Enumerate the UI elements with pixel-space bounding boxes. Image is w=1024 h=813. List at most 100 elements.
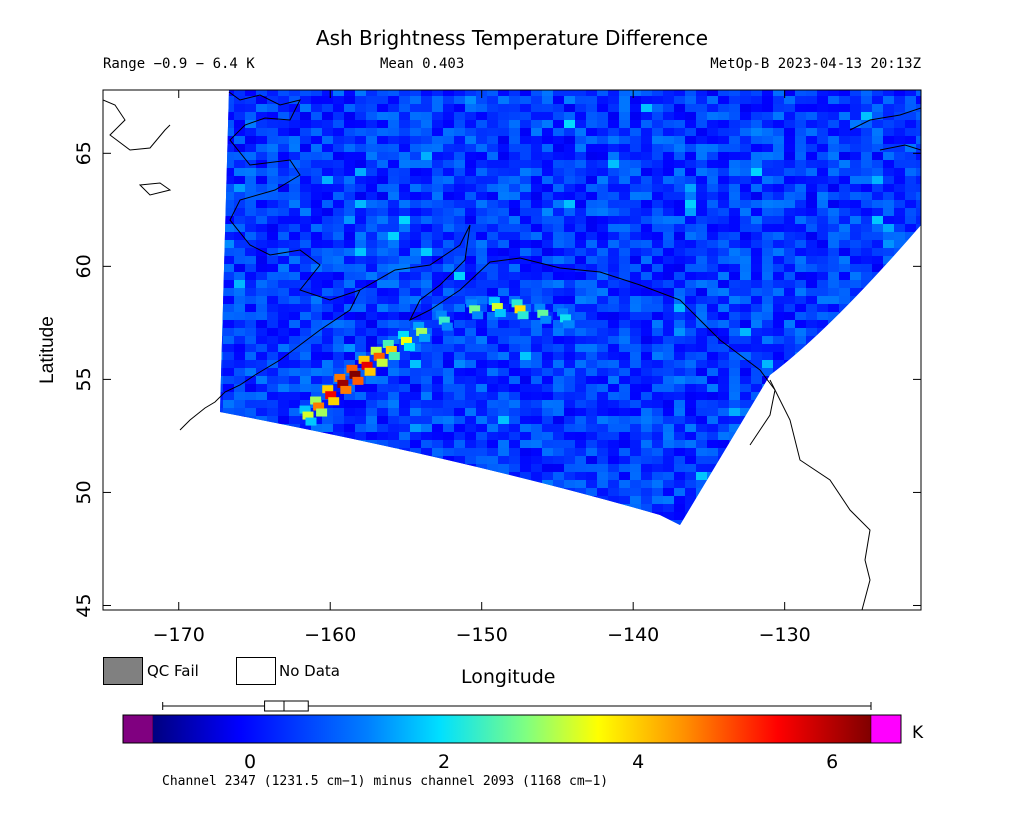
swath-cell	[443, 408, 454, 416]
swath-cell	[421, 352, 432, 360]
swath-cell	[553, 424, 564, 432]
swath-cell	[278, 352, 289, 360]
swath-cell	[509, 520, 520, 525]
swath-cell	[443, 512, 454, 520]
swath-cell	[344, 528, 355, 536]
swath-cell	[531, 472, 542, 480]
swath-cell	[630, 288, 641, 296]
swath-cell	[740, 296, 751, 304]
swath-cell	[729, 152, 740, 160]
swath-cell	[344, 272, 355, 280]
swath-cell	[575, 456, 586, 464]
swath-cell	[641, 192, 652, 200]
swath-cell	[509, 248, 520, 256]
swath-cell	[850, 488, 861, 496]
swath-cell	[465, 496, 476, 504]
swath-cell	[245, 304, 256, 312]
swath-cell	[344, 496, 355, 504]
swath-cell	[740, 336, 751, 344]
swath-cell	[256, 280, 267, 288]
swath-cell	[300, 528, 311, 536]
swath-cell	[344, 432, 355, 440]
swath-cell	[520, 200, 531, 208]
swath-cell	[443, 416, 454, 424]
swath-cell	[718, 272, 729, 280]
swath-cell	[531, 368, 542, 376]
ash-plume-cell	[563, 320, 575, 329]
swath-cell	[619, 488, 630, 496]
swath-cell	[377, 128, 388, 136]
swath-cell	[575, 144, 586, 152]
swath-cell	[234, 256, 245, 264]
swath-cell	[476, 528, 487, 536]
swath-cell	[234, 480, 245, 488]
swath-cell	[707, 472, 718, 480]
swath-cell	[322, 344, 333, 352]
swath-cell	[828, 496, 839, 504]
swath-cell	[729, 264, 740, 272]
swath-cell	[608, 184, 619, 192]
swath-cell	[641, 360, 652, 368]
swath-cell	[245, 264, 256, 272]
swath-cell	[828, 512, 839, 520]
swath-cell	[366, 504, 377, 512]
swath-cell	[850, 424, 861, 432]
swath-cell	[663, 424, 674, 432]
swath-cell	[762, 272, 773, 280]
swath-cell	[421, 200, 432, 208]
swath-cell	[366, 384, 377, 392]
swath-cell	[905, 496, 916, 504]
swath-cell	[883, 240, 894, 248]
swath-cell	[795, 528, 806, 536]
swath-cell	[663, 128, 674, 136]
swath-cell	[344, 488, 355, 496]
swath-cell	[333, 432, 344, 440]
swath-cell	[916, 200, 921, 208]
swath-cell	[377, 96, 388, 104]
swath-cell	[740, 472, 751, 480]
swath-cell	[355, 192, 366, 200]
colorbar-tick-label: 4	[632, 751, 644, 773]
no-data-swatch	[236, 657, 276, 685]
swath-cell	[564, 416, 575, 424]
swath-cell	[641, 208, 652, 216]
swath-cell	[278, 424, 289, 432]
swath-cell	[410, 104, 421, 112]
swath-cell	[663, 328, 674, 336]
colorbar-gradient	[153, 715, 871, 743]
swath-cell	[476, 288, 487, 296]
swath-cell	[718, 216, 729, 224]
swath-cell	[443, 488, 454, 496]
swath-cell	[718, 256, 729, 264]
swath-cell	[300, 368, 311, 376]
swath-cell	[872, 464, 883, 472]
swath-cell	[674, 392, 685, 400]
swath-cell	[531, 408, 542, 416]
swath-cell	[828, 456, 839, 464]
swath-cell	[817, 408, 828, 416]
swath-cell	[322, 256, 333, 264]
swath-cell	[355, 90, 366, 96]
swath-cell	[267, 304, 278, 312]
swath-cell	[608, 440, 619, 448]
swath-cell	[784, 296, 795, 304]
swath-cell	[718, 464, 729, 472]
swath-cell	[839, 184, 850, 192]
swath-cell	[223, 200, 234, 208]
swath-cell	[344, 344, 355, 352]
swath-cell	[223, 320, 234, 328]
swath-cell	[509, 504, 520, 512]
swath-cell	[784, 96, 795, 104]
swath-cell	[575, 96, 586, 104]
swath-cell	[498, 104, 509, 112]
swath-cell	[344, 104, 355, 112]
swath-cell	[520, 488, 531, 496]
swath-cell	[454, 136, 465, 144]
swath-cell	[509, 144, 520, 152]
swath-cell	[740, 264, 751, 272]
swath-cell	[806, 488, 817, 496]
swath-cell	[322, 112, 333, 120]
swath-cell	[663, 336, 674, 344]
swath-cell	[894, 208, 905, 216]
swath-cell	[674, 312, 685, 320]
